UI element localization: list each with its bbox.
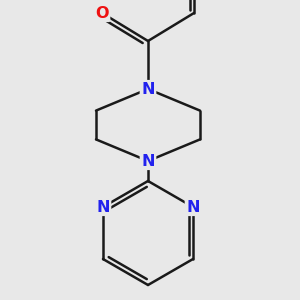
Text: N: N — [141, 82, 155, 97]
Text: N: N — [141, 154, 155, 169]
Text: N: N — [96, 200, 110, 214]
Text: N: N — [186, 200, 200, 214]
Text: O: O — [95, 5, 109, 20]
